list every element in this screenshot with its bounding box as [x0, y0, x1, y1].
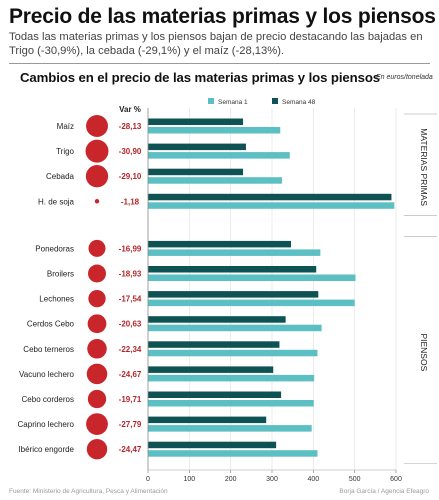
grid-layer	[188, 108, 437, 470]
bar-semana1	[148, 349, 318, 357]
var-bubble	[87, 314, 107, 334]
var-bubble	[87, 389, 107, 409]
category-label: Cebo terneros	[23, 345, 74, 354]
bar-semana1	[148, 152, 290, 159]
bar-semana48	[148, 391, 282, 398]
var-value: -1,18	[121, 197, 140, 206]
bar-semana1	[148, 324, 322, 332]
category-label: Caprino lechero	[18, 420, 75, 429]
legend-swatch-2	[272, 98, 278, 104]
bar-semana48	[148, 240, 292, 248]
bar-semana1	[148, 127, 281, 134]
var-bubble	[88, 289, 106, 308]
var-value: -28,13	[119, 122, 142, 131]
bar-semana1	[148, 400, 314, 407]
legend-label-1: Semana 1	[218, 99, 248, 106]
bar-semana48	[148, 366, 274, 373]
category-label: Maíz	[57, 122, 74, 131]
category-label: Vacuno lechero	[19, 370, 75, 379]
unit-label: En euros/tonelada	[376, 74, 433, 81]
credit-note: Borja García / Agencia Efeagro	[339, 488, 429, 495]
bar-semana48	[148, 168, 244, 176]
var-value: -16,99	[119, 244, 142, 253]
tick-label: 0	[146, 476, 150, 483]
group-label: PIENSOS	[419, 333, 429, 371]
category-label: Trigo	[56, 147, 74, 156]
var-bubble	[86, 115, 108, 137]
chart-title: Cambios en el precio de las materias pri…	[20, 70, 381, 85]
tick-label: 100	[183, 476, 195, 483]
bar-semana1	[148, 299, 355, 307]
bar-semana1	[148, 450, 318, 457]
var-value: -19,71	[119, 395, 142, 404]
var-bubble	[86, 438, 108, 460]
tick-label: 400	[307, 476, 319, 483]
bar-semana48	[148, 316, 286, 323]
var-value: -22,34	[119, 345, 142, 354]
category-label: Cebada	[46, 172, 75, 181]
var-bubble	[85, 139, 109, 163]
bars-layer	[85, 115, 395, 460]
divider	[9, 63, 430, 64]
category-label: H. de soja	[38, 197, 75, 206]
bar-semana1	[148, 177, 282, 184]
var-bubble	[88, 264, 106, 283]
source-note: Fuente: Ministerio de Agricultura, Pesca…	[9, 488, 168, 495]
page-title: Precio de las materias primas y los pien…	[9, 5, 436, 28]
legend-label-2: Semana 48	[282, 99, 316, 106]
var-value: -29,10	[119, 172, 142, 181]
bar-semana48	[148, 193, 392, 201]
category-label: Lechones	[39, 295, 74, 304]
var-bubble	[85, 165, 109, 188]
tick-label: 500	[349, 476, 361, 483]
var-bubble	[87, 339, 107, 359]
chart-legend: Semana 1 Semana 48	[208, 98, 316, 106]
category-label: Ponedoras	[35, 244, 74, 253]
bar-semana48	[148, 441, 277, 449]
var-value: -18,93	[119, 270, 142, 279]
var-value: -17,54	[119, 295, 142, 304]
bar-semana1	[148, 374, 315, 382]
bar-semana48	[148, 341, 280, 348]
var-value: -30,90	[119, 147, 142, 156]
bar-semana48	[148, 118, 244, 125]
category-label: Ibérico engorde	[18, 445, 74, 454]
x-axis: 0 100 200 300 400 500 600	[146, 108, 402, 483]
tick-label: 600	[390, 476, 402, 483]
tick-label: 300	[266, 476, 278, 483]
var-bubble	[86, 363, 108, 385]
bar-semana48	[148, 291, 319, 298]
category-label: Broilers	[47, 270, 74, 279]
var-value: -24,67	[119, 370, 142, 379]
bar-semana1	[148, 274, 356, 281]
var-value: -20,63	[119, 320, 142, 329]
bar-semana48	[148, 416, 267, 424]
page-subtitle: Todas las materias primas y los piensos …	[9, 31, 423, 57]
labels-layer: Var % Maíz -28,13 Trigo -30,90 Cebada -29,10 H.…	[18, 105, 429, 454]
tick-label: 200	[225, 476, 237, 483]
group-label: MATERIAS PRIMAS	[419, 128, 429, 206]
bar-semana48	[148, 143, 246, 151]
var-bubble	[86, 413, 108, 435]
var-value: -27,79	[119, 420, 142, 429]
bar-semana1	[148, 249, 321, 256]
var-bubble	[94, 199, 100, 204]
var-bubble	[88, 239, 106, 257]
bar-semana48	[148, 266, 317, 273]
bar-semana1	[148, 202, 395, 209]
var-header: Var %	[119, 105, 141, 114]
legend-swatch-1	[208, 98, 214, 104]
category-label: Cerdos Cebo	[27, 320, 75, 329]
bar-semana1	[148, 425, 312, 432]
category-label: Cebo corderos	[22, 395, 74, 404]
var-value: -24,47	[119, 445, 142, 454]
